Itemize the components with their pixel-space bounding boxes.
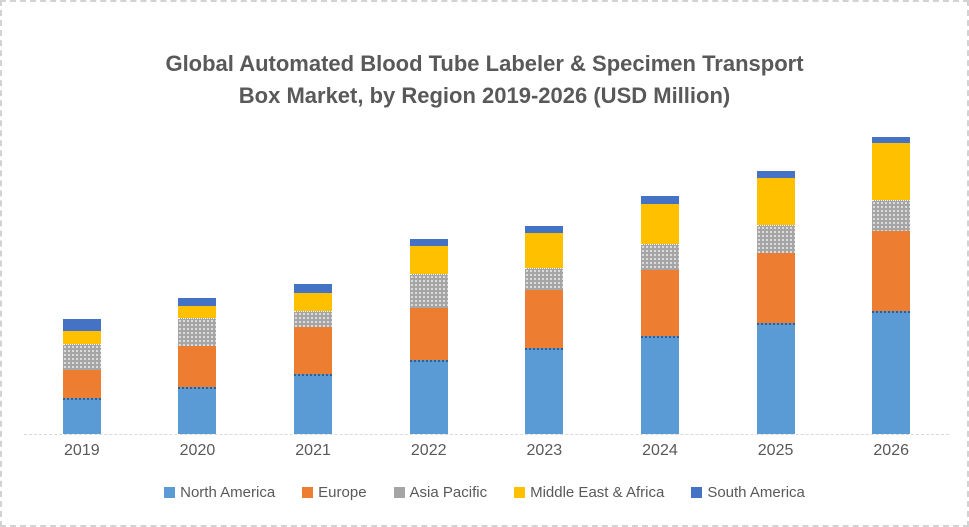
bar-segment-asia-pacific: [178, 318, 217, 346]
legend-item-asia-pacific: Asia Pacific: [393, 484, 488, 501]
bar-slot-2024: [602, 131, 718, 434]
bar-segment-north-america: [640, 336, 679, 434]
bar-segment-middle-east-africa: [409, 246, 448, 274]
plot-area: [24, 131, 949, 435]
bar-segment-europe: [178, 346, 217, 387]
bar-segment-europe: [525, 290, 564, 348]
bar-segment-middle-east-africa: [872, 143, 911, 200]
legend-label-north-america: North America: [180, 484, 276, 501]
x-axis-label-2021: 2021: [295, 442, 331, 459]
bar-slot-2020: [140, 131, 256, 434]
bar-segment-middle-east-africa: [178, 306, 217, 318]
x-axis-label-2023: 2023: [526, 442, 563, 459]
bar-segment-asia-pacific: [409, 274, 448, 308]
bar-segment-south-america: [409, 239, 448, 246]
bar-slot-2025: [718, 131, 834, 434]
bar-segment-europe: [640, 270, 679, 336]
legend-label-europe: Europe: [318, 484, 367, 501]
legend-swatch-north-america: [164, 487, 176, 498]
bar-segment-europe: [62, 370, 101, 398]
legend-item-europe: Europe: [302, 484, 367, 501]
chart-title: Global Automated Blood Tube Labeler & Sp…: [2, 48, 967, 112]
legend-swatch-asia-pacific: [393, 487, 405, 498]
x-axis-label-2022: 2022: [410, 442, 447, 459]
bar-segment-south-america: [640, 196, 679, 204]
x-axis-label-2020: 2020: [179, 442, 216, 459]
bar-segment-asia-pacific: [640, 244, 679, 270]
bar-segment-north-america: [294, 374, 333, 434]
bar-segment-europe: [756, 253, 795, 323]
legend-label-south-america: South America: [707, 484, 805, 501]
bar-segment-asia-pacific: [525, 268, 564, 290]
legend-label-middle-east-africa: Middle East & Africa: [530, 484, 665, 501]
bar-segment-asia-pacific: [756, 225, 795, 253]
bar-segment-europe: [294, 327, 333, 374]
stacked-bar-2024: [640, 196, 679, 434]
stacked-bar-2023: [525, 226, 564, 434]
bar-slot-2019: [24, 131, 140, 434]
bar-segment-asia-pacific: [872, 200, 911, 231]
stacked-bar-2022: [409, 239, 448, 434]
bar-segment-north-america: [62, 398, 101, 434]
bar-segment-middle-east-africa: [294, 293, 333, 311]
legend-label-asia-pacific: Asia Pacific: [409, 484, 488, 501]
bar-segment-south-america: [62, 319, 101, 331]
legend: North America Europe Asia Pacific Middle Ea…: [2, 484, 967, 501]
chart-title-line-1: Global Automated Blood Tube Labeler & Sp…: [165, 51, 804, 76]
x-axis-label-2019: 2019: [64, 442, 100, 459]
x-axis-label-2024: 2024: [642, 442, 678, 459]
legend-swatch-middle-east-africa: [514, 487, 526, 498]
x-axis-labels: 2019 2020 2021 2022 2023 2024 2025 2026: [24, 442, 949, 460]
bar-slot-2026: [833, 131, 949, 434]
legend-item-north-america: North America: [164, 484, 275, 501]
bar-segment-south-america: [872, 137, 911, 143]
stacked-bar-2025: [756, 171, 795, 434]
bar-segment-north-america: [525, 348, 564, 434]
legend-item-south-america: South America: [691, 484, 805, 501]
bar-segment-north-america: [409, 360, 448, 434]
legend-swatch-europe: [302, 487, 314, 498]
chart-title-line-2: Box Market, by Region 2019-2026 (USD Mil…: [238, 83, 731, 108]
bar-segment-south-america: [294, 284, 333, 293]
x-axis-label-2026: 2026: [873, 442, 909, 459]
legend-item-middle-east-africa: Middle East & Africa: [514, 484, 664, 501]
bar-segment-south-america: [525, 226, 564, 233]
bar-segment-europe: [409, 308, 448, 360]
stacked-bar-2019: [62, 319, 101, 434]
bar-segment-europe: [872, 231, 911, 311]
stacked-bar-2026: [872, 137, 911, 434]
bar-slot-2023: [487, 131, 603, 434]
x-axis-label-2025: 2025: [757, 442, 794, 459]
bar-slot-2021: [255, 131, 371, 434]
bar-segment-south-america: [178, 298, 217, 306]
bar-segment-asia-pacific: [62, 344, 101, 370]
stacked-bar-2020: [178, 298, 217, 434]
bar-segment-north-america: [872, 311, 911, 434]
legend-swatch-south-america: [691, 487, 703, 498]
bar-segment-north-america: [756, 323, 795, 434]
bar-segment-asia-pacific: [294, 311, 333, 327]
bar-slot-2022: [371, 131, 487, 434]
bar-segment-middle-east-africa: [640, 204, 679, 244]
bar-segment-middle-east-africa: [756, 178, 795, 225]
bar-segment-middle-east-africa: [62, 331, 101, 344]
stacked-bar-2021: [294, 284, 333, 434]
bar-segment-north-america: [178, 387, 217, 434]
bar-segment-south-america: [756, 171, 795, 178]
bar-segment-middle-east-africa: [525, 233, 564, 268]
